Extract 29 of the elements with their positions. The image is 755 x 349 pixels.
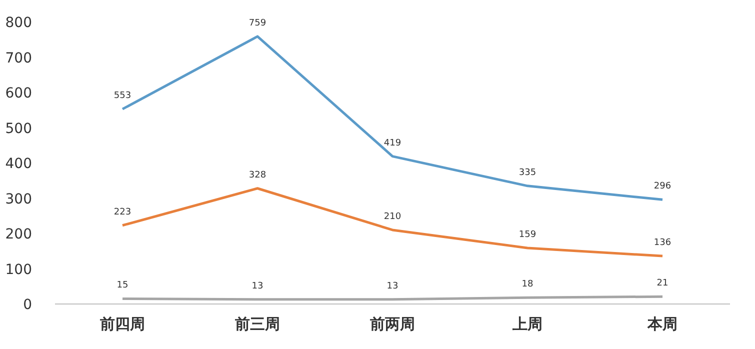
data-label: 296 [654,182,672,192]
data-label: 21 [656,278,668,289]
y-tick-label: 800 [5,15,32,31]
y-tick-label: 600 [5,86,32,102]
data-label: 136 [654,238,672,248]
x-tick-label: 本周 [646,315,678,333]
data-label: 15 [116,280,128,291]
y-tick-label: 700 [5,50,32,66]
data-label: 18 [522,280,534,290]
data-label: 13 [386,281,398,292]
x-tick-label: 前两周 [369,315,415,333]
data-label: 759 [248,18,266,28]
y-tick-label: 200 [5,226,32,242]
y-tick-label: 0 [23,297,32,313]
y-tick-label: 500 [5,120,32,137]
y-tick-label: 300 [5,191,32,208]
data-label: 159 [518,230,536,240]
x-tick-label: 前三周 [234,315,280,333]
x-tick-label: 上周 [512,315,542,333]
data-label: 328 [248,170,266,180]
data-label: 223 [114,207,132,218]
y-tick-label: 100 [5,262,32,278]
y-tick-label: 400 [5,156,32,172]
x-tick-label: 前四周 [99,315,145,333]
data-label: 210 [384,212,402,222]
data-label: 13 [252,281,264,292]
data-label: 419 [384,138,402,148]
data-label: 553 [114,91,132,102]
data-label: 335 [518,168,536,178]
